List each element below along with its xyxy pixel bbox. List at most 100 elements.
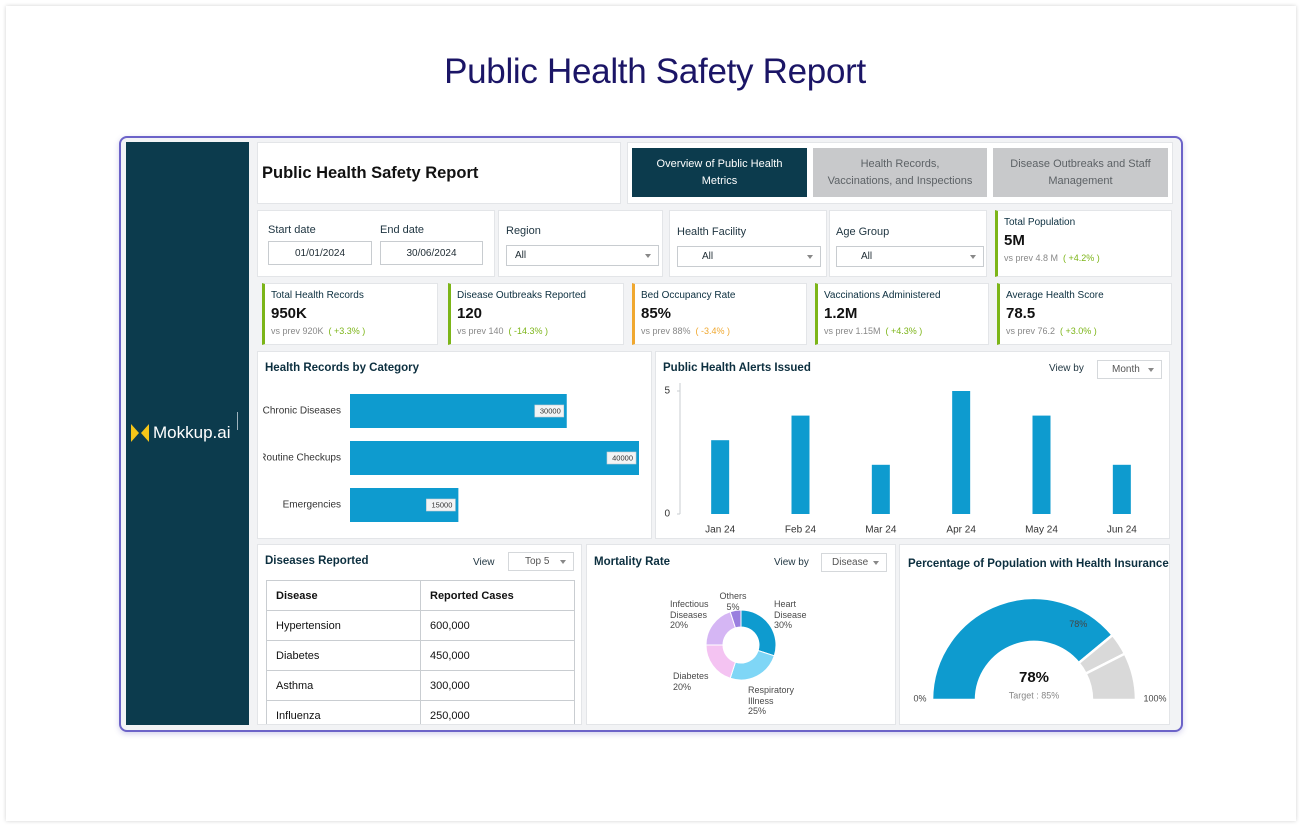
tab[interactable]: Disease Outbreaks and Staff Management [993,148,1168,197]
kpi-label: Bed Occupancy Rate [641,290,736,301]
column-card: Public Health Alerts Issued View by Mont… [655,351,1170,539]
y-tick-label: 5 [664,386,670,397]
slice-name: Others [719,591,747,601]
slice-value: 5% [726,601,740,612]
view-label: View by [1049,363,1084,374]
facility-filter: Health Facility All [669,210,827,277]
bar [350,441,639,475]
date-input[interactable]: 30/06/2024 [380,241,483,265]
dropdown[interactable]: All [836,246,984,267]
kpi-change: ( -14.3% ) [508,326,549,336]
region-filter: Region All [498,210,663,277]
kpi-card: Average Health Score 78.5 vs prev 76.2 ( +3… [997,283,1172,345]
logo-icon [131,424,149,442]
table-wrap: Disease Reported Cases Hypertension 600,000… [266,580,575,724]
data-label: 30000 [540,406,561,415]
kpi-label: Disease Outbreaks Reported [457,290,586,301]
filter-label: Start date [268,224,316,236]
table: Disease Reported Cases Hypertension 600,000… [266,580,575,724]
donut-label: Diabetes 20% [673,671,719,692]
table-cell: Influenza [266,700,421,724]
gauge-max-label: 100% [1143,693,1166,703]
y-tick-label: 0 [664,509,670,520]
bar [1032,415,1051,514]
sidebar: Mokkup.ai [126,142,249,725]
data-label: 40000 [612,453,633,462]
view-label: View [473,557,495,568]
y-tick-label: Emergencies [283,500,341,511]
header-card: Public Health Safety Report [257,142,621,204]
slice-value: 25% [748,706,767,716]
donut-card: Mortality Rate View by Disease [586,544,896,725]
tab[interactable]: Health Records, Vaccinations, and Inspec… [813,148,987,197]
brand: Mokkup.ai [153,423,231,442]
slice-name: Infectious Diseases [670,599,709,620]
dropdown-value: All [515,250,527,261]
bar [791,415,810,514]
donut-label: Heart Disease 30% [774,599,820,631]
kpi-change: ( +3.0% ) [1060,326,1097,336]
kpi-value: 78.5 [1006,305,1036,322]
gauge-value-label: 78% [1069,619,1087,629]
header-title: Public Health Safety Report [262,163,479,182]
gauge-value [930,596,1115,702]
filter-label: Region [506,225,541,237]
filter-label: Health Facility [677,226,747,238]
kpi-compare: vs prev 88% ( -3.4% ) [641,326,730,336]
kpi-card: Disease Outbreaks Reported 120 vs prev 140… [448,283,624,345]
chart-title: Health Records by Category [265,362,420,374]
slice-value: 30% [774,620,793,630]
slice-name: Respiratory Illness [748,685,795,706]
dropdown[interactable]: Top 5 [508,552,574,571]
table-cell: 600,000 [420,610,575,641]
data-label: 15000 [432,500,453,509]
filter-label: Age Group [836,226,890,238]
kpi-label: Average Health Score [1006,290,1104,301]
x-tick-label: Apr 24 [946,525,976,536]
kpi-card: Bed Occupancy Rate 85% vs prev 88% ( -3.4% … [632,283,807,345]
donut-segment [740,609,777,657]
y-tick-label: Chronic Diseases [263,406,341,417]
x-tick-label: Jan 24 [705,525,735,536]
dropdown[interactable]: All [506,245,659,266]
data-label-box [606,451,637,465]
kpi-change: ( +4.3% ) [885,326,923,336]
kpi-compare: vs prev 140 ( -14.3% ) [457,326,548,336]
view-label: View by [774,557,809,568]
dropdown[interactable]: All [677,246,821,267]
table-body: Hypertension 600,000 Diabetes 450,000 Asthma… [266,610,575,724]
dropdown-value: Top 5 [525,556,550,567]
table-column: Reported Cases [420,580,575,611]
donut-segment [729,609,742,629]
kpi-card: Total Population 5M vs prev 4.8 M ( +4.2% ) [995,210,1172,277]
tab[interactable]: Overview of Public Health Metrics [632,148,807,197]
donut-label: Infectious Diseases 20% [670,599,716,631]
chart-title: Public Health Alerts Issued [663,362,811,374]
kpi-change: ( +3.3% ) [328,326,366,336]
table-card: Diseases Reported View Top 5 Disease Repo… [257,544,582,725]
x-tick-label: Jun 24 [1107,525,1137,536]
kpi-compare: vs prev 1.15M ( +4.3% ) [824,326,922,336]
bar [1112,464,1131,514]
table-cell: 250,000 [420,700,575,724]
donut-label: Others 5% [708,591,758,612]
gauge-target-label: Target : 85% [1009,690,1060,700]
data-label-box [426,498,456,512]
kpi-label: Total Health Records [271,290,364,301]
donut-segment [729,649,775,681]
slice-value: 20% [673,681,692,692]
kpi-value: 85% [641,305,672,322]
gauge-min-label: 0% [913,693,926,703]
dropdown[interactable]: Disease [821,553,887,572]
kpi-value: 1.2M [824,305,858,322]
x-tick-label: May 24 [1025,525,1058,536]
kpi-label: Vaccinations Administered [824,290,941,301]
gauge-center-value: 78% [1019,669,1049,686]
bar [711,440,730,514]
kpi-value: 120 [457,305,483,322]
date-input[interactable]: 01/01/2024 [268,241,372,265]
dropdown[interactable]: Month [1097,360,1162,379]
table-row: Influenza 250,000 [266,700,575,724]
slice-name: Heart Disease [774,599,807,620]
